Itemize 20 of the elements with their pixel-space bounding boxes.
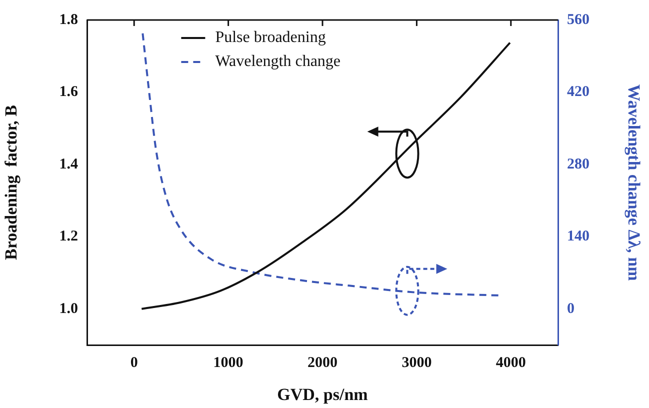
x-tick-label: 2000 bbox=[308, 354, 338, 371]
legend-label: Wavelength change bbox=[215, 53, 341, 70]
y-tick-label: 1.2 bbox=[59, 228, 78, 245]
x-tick-label: 1000 bbox=[213, 354, 244, 371]
x-tick-label: 4000 bbox=[496, 354, 526, 371]
y2-tick-label: 560 bbox=[567, 12, 590, 28]
x-tick-label: 0 bbox=[130, 354, 138, 371]
y2-tick-label: 420 bbox=[567, 84, 590, 100]
legend-label: Pulse broadening bbox=[215, 29, 326, 46]
y-tick-label: 1.8 bbox=[59, 12, 78, 28]
y-axis-title: Broadening factor, B bbox=[2, 105, 21, 260]
y-tick-label: 1.6 bbox=[59, 84, 78, 100]
y2-tick-label: 280 bbox=[567, 156, 590, 172]
y2-axis-title: Wavelength change Δλ, nm bbox=[624, 84, 644, 281]
y2-tick-label: 140 bbox=[567, 228, 590, 245]
y2-tick-label: 0 bbox=[567, 300, 574, 317]
x-axis-title: GVD, ps/nm bbox=[277, 385, 368, 404]
x-tick-label: 3000 bbox=[402, 354, 432, 371]
y-tick-label: 1.4 bbox=[59, 156, 78, 172]
y-tick-label: 1.0 bbox=[59, 300, 78, 317]
